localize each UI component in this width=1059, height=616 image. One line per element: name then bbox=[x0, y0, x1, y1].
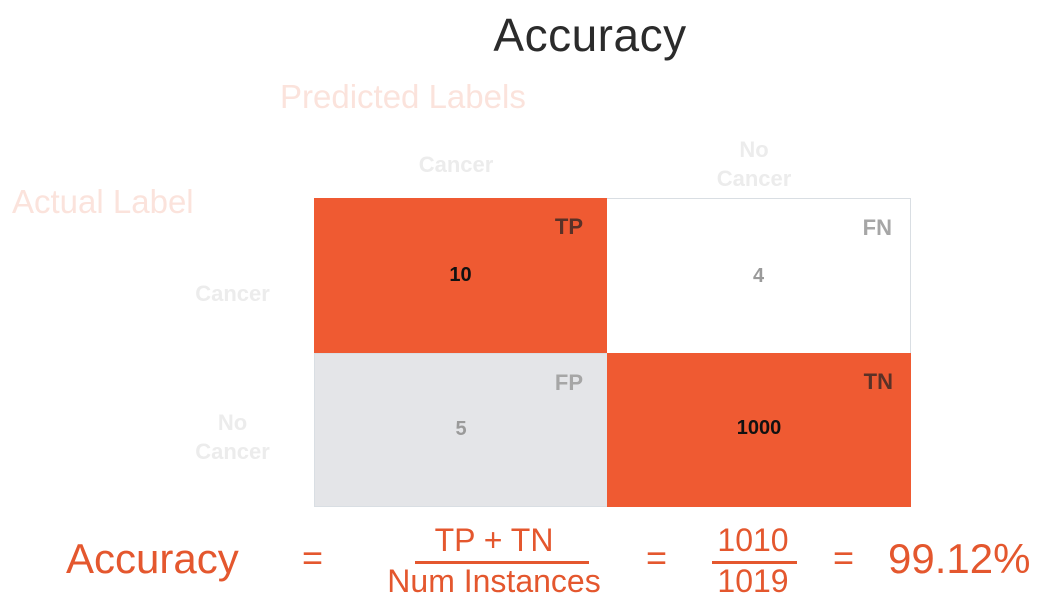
formula-value-fraction-bar bbox=[712, 561, 797, 564]
formula-equals-2: = bbox=[646, 537, 668, 578]
formula-denominator: Num Instances bbox=[387, 563, 601, 599]
formula-value-numerator: 1010 bbox=[717, 522, 789, 558]
formula-result: 99.12% bbox=[888, 535, 1031, 582]
cell-tag-tp: TP bbox=[554, 214, 583, 239]
matrix-cell-true-positive: TP 10 bbox=[314, 198, 607, 353]
cell-value-fp: 5 bbox=[455, 418, 467, 440]
formula-numerator: TP + TN bbox=[434, 522, 554, 558]
formula-fraction-bar bbox=[415, 561, 589, 564]
formula-equals-1: = bbox=[302, 537, 324, 578]
cell-tag-tn: TN bbox=[863, 369, 893, 394]
cell-value-tn: 1000 bbox=[736, 417, 782, 439]
formula-value-denominator: 1019 bbox=[717, 563, 789, 599]
cell-value-fn: 4 bbox=[752, 265, 765, 287]
matrix-cell-false-positive: FP 5 bbox=[314, 353, 607, 507]
column-label-no-cancer: No Cancer bbox=[716, 137, 792, 191]
cell-tag-fn: FN bbox=[862, 215, 892, 240]
column-label-cancer: Cancer bbox=[418, 152, 494, 177]
actual-label-heading: Actual Label bbox=[12, 183, 194, 220]
row-label-no-cancer: No Cancer bbox=[195, 410, 270, 464]
diagram-title: Accuracy bbox=[493, 9, 687, 61]
formula-label: Accuracy bbox=[66, 535, 239, 582]
cell-tag-fp: FP bbox=[554, 370, 583, 395]
cell-value-tp: 10 bbox=[449, 264, 472, 286]
formula-equals-3: = bbox=[833, 537, 855, 578]
matrix-cell-true-negative: TN 1000 bbox=[607, 353, 911, 507]
matrix-cell-false-negative: FN 4 bbox=[607, 198, 911, 353]
row-label-cancer: Cancer bbox=[195, 281, 270, 306]
predicted-labels-heading: Predicted Labels bbox=[280, 78, 526, 115]
